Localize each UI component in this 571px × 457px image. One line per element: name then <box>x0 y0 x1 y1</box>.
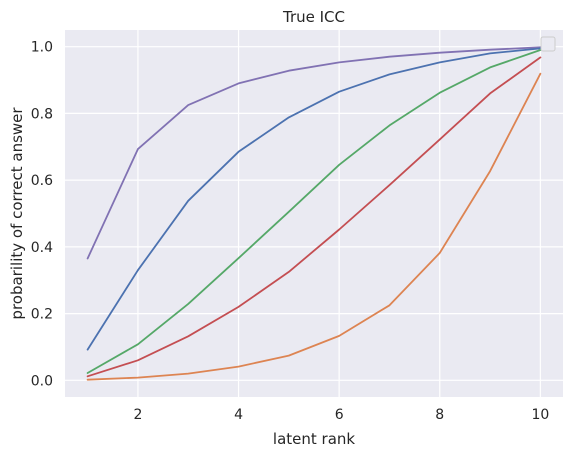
x-tick-labels: 2 4 6 8 10 <box>133 407 549 423</box>
series-line-5 <box>86 72 542 381</box>
legend <box>540 36 556 52</box>
y-tick-label: 0.8 <box>31 106 53 122</box>
series-line-4 <box>86 56 542 378</box>
series-line-3 <box>86 49 542 374</box>
y-tick-label: 0.2 <box>31 307 53 323</box>
y-axis-label: probarility of correct answer <box>8 107 26 320</box>
x-tick-label: 10 <box>531 407 549 423</box>
series-line-1 <box>86 46 542 260</box>
x-tick-label: 2 <box>133 407 142 423</box>
y-tick-labels: 0.0 0.2 0.4 0.6 0.8 1.0 <box>31 40 53 390</box>
y-tick-label: 0.4 <box>31 240 53 256</box>
y-tick-label: 0.0 <box>31 373 53 389</box>
series-line-2 <box>86 47 542 351</box>
y-tick-label: 1.0 <box>31 40 53 56</box>
x-axis-label: latent rank <box>273 430 355 448</box>
x-tick-label: 4 <box>234 407 243 423</box>
series-lines <box>86 46 542 381</box>
y-tick-label: 0.6 <box>31 173 53 189</box>
x-tick-label: 8 <box>435 407 444 423</box>
chart-title: True ICC <box>282 8 345 26</box>
x-tick-label: 6 <box>335 407 344 423</box>
